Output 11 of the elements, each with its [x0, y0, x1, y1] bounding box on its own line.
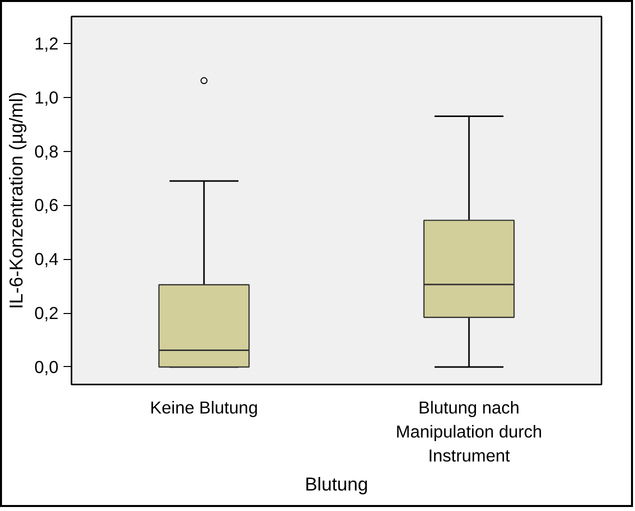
y-tick-label: 1,0 — [34, 87, 59, 108]
x-axis-title: Blutung — [304, 474, 368, 494]
y-tick-label: 0,8 — [34, 141, 59, 162]
x-tick-label: Blutung nach Manipulation durch Instrument — [396, 398, 542, 466]
y-tick-label: 1,2 — [34, 33, 59, 54]
y-tick-label: 0,4 — [34, 249, 59, 270]
y-axis-title: IL-6-Konzentration (µg/ml) — [5, 92, 26, 310]
y-tick-label: 0,2 — [34, 303, 59, 324]
x-tick-label: Keine Blutung — [150, 398, 258, 418]
y-tick-label: 0,0 — [34, 356, 59, 377]
y-tick-label: 0,6 — [34, 195, 59, 216]
